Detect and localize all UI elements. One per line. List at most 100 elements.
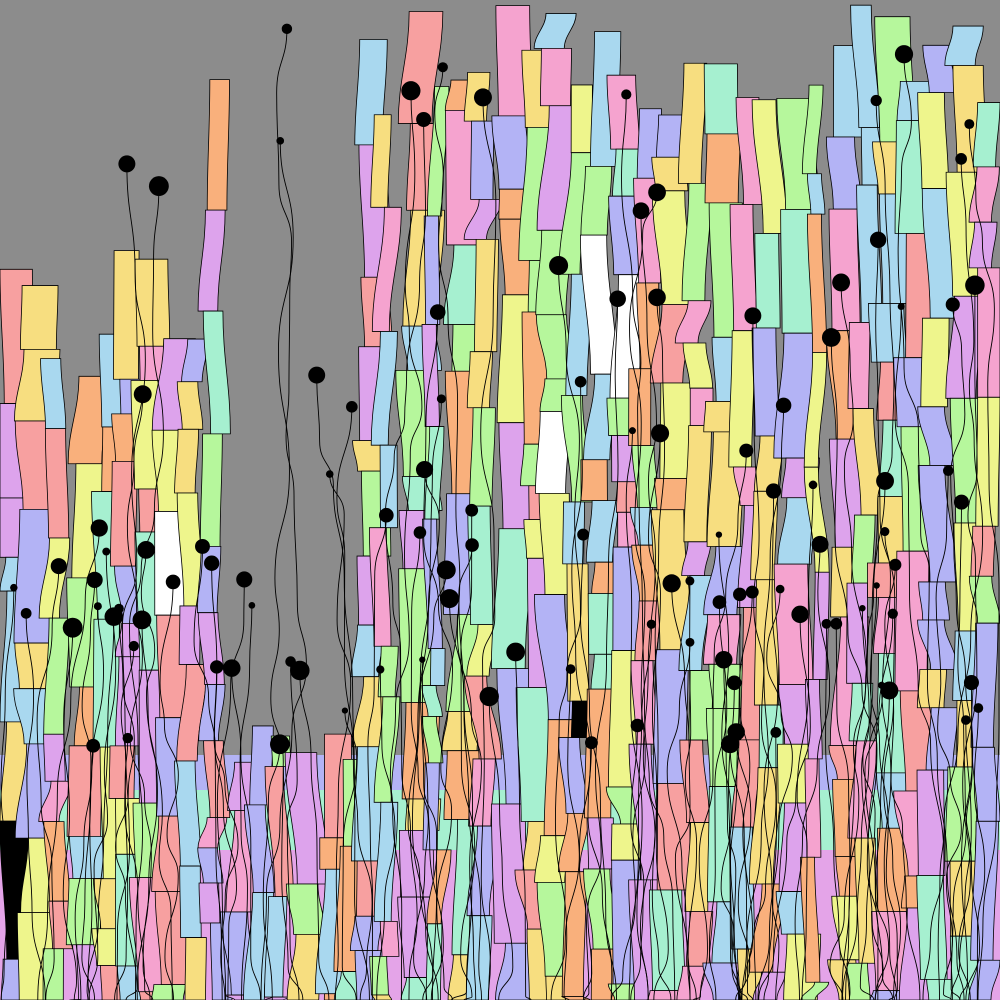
- thread-line: [796, 484, 814, 1000]
- strip-segment: [812, 571, 830, 680]
- thread-line: [671, 583, 691, 1000]
- strip-segment: [773, 563, 814, 685]
- dot: [964, 119, 975, 130]
- strip-segment: [920, 317, 950, 408]
- strip-segment: [806, 173, 826, 215]
- dot: [281, 23, 293, 35]
- dot: [436, 560, 456, 580]
- dot: [945, 297, 960, 312]
- dot: [894, 45, 914, 64]
- thread-line: [515, 651, 532, 1000]
- strip-segment: [971, 746, 1000, 822]
- thread-line: [86, 616, 115, 1000]
- dot: [739, 443, 754, 458]
- thread-line: [216, 579, 245, 1000]
- thread-line: [758, 614, 811, 1000]
- thread-line: [270, 140, 304, 1000]
- thread-line: [587, 742, 613, 1000]
- dot: [715, 531, 723, 538]
- thread-line: [937, 158, 984, 1000]
- thread-line: [114, 738, 129, 1000]
- thread-line: [126, 394, 152, 1000]
- thread-line: [341, 710, 358, 1000]
- dot: [114, 603, 124, 614]
- strip-segment: [968, 959, 1000, 1000]
- thread-line: [628, 624, 652, 1000]
- thread-line: [37, 528, 100, 1000]
- strip-segment: [470, 120, 495, 200]
- thread-line: [875, 239, 901, 1000]
- dot: [479, 686, 499, 707]
- dot: [222, 659, 241, 677]
- thread-line: [449, 598, 474, 1000]
- dot: [102, 547, 111, 556]
- thread-line: [488, 696, 514, 1000]
- strip-segment: [199, 433, 223, 547]
- strip-segment: [917, 92, 949, 189]
- dot: [132, 610, 152, 630]
- thread-line: [842, 531, 891, 1000]
- strip-segment: [198, 882, 221, 924]
- dot: [662, 574, 681, 593]
- strip-segment: [20, 285, 59, 350]
- strip-segment: [43, 733, 66, 782]
- dot: [609, 290, 626, 308]
- dot: [889, 558, 902, 571]
- thread-line: [881, 685, 898, 1000]
- thread-line: [116, 163, 146, 1000]
- thread-line: [231, 668, 262, 1000]
- thread-line: [582, 298, 619, 1000]
- thread-line: [958, 285, 978, 1000]
- thread-line: [897, 54, 965, 1000]
- thread-line: [336, 406, 370, 1000]
- strip-segment: [804, 758, 822, 858]
- dot: [133, 385, 152, 404]
- dot: [961, 715, 971, 725]
- dot: [577, 528, 590, 541]
- thread-line: [950, 682, 973, 1000]
- thread-line: [286, 661, 300, 1000]
- thread-line: [973, 708, 986, 1000]
- strip-segment: [580, 459, 608, 502]
- dot: [965, 275, 985, 295]
- dot: [10, 583, 18, 592]
- dot: [651, 424, 670, 443]
- dot: [276, 137, 285, 145]
- strip-segment: [108, 745, 136, 799]
- dot: [869, 231, 887, 248]
- dot: [942, 465, 954, 477]
- dot: [953, 494, 969, 510]
- strip-segment: [828, 208, 861, 332]
- strip-segment: [206, 79, 230, 211]
- thread-line: [36, 566, 60, 1000]
- dot: [744, 307, 762, 325]
- thread-line: [741, 315, 769, 1000]
- dot: [437, 62, 448, 73]
- strip-segment: [44, 428, 70, 539]
- strip-segment: [469, 407, 496, 507]
- dot: [775, 397, 792, 414]
- strip-segment: [606, 74, 640, 150]
- thread-line: [859, 100, 895, 1000]
- thread-line: [723, 659, 740, 1000]
- dot: [148, 176, 169, 197]
- dot: [630, 718, 645, 733]
- thread-line: [376, 90, 423, 1000]
- thread-line: [115, 608, 138, 1000]
- thread-line: [950, 720, 972, 1000]
- dot: [963, 675, 979, 691]
- thread-line: [120, 646, 154, 1000]
- thread-line: [62, 627, 77, 1000]
- dot: [811, 535, 829, 553]
- dot: [712, 595, 727, 609]
- strip-segment: [570, 84, 593, 154]
- thread-line: [825, 623, 851, 1000]
- thread-line: [708, 602, 728, 1000]
- strip-segment: [916, 769, 946, 876]
- thread-line: [763, 491, 780, 1000]
- thread-line: [630, 725, 649, 1000]
- strip-segment: [474, 239, 499, 353]
- thread-line: [794, 544, 831, 1000]
- dot: [93, 602, 102, 611]
